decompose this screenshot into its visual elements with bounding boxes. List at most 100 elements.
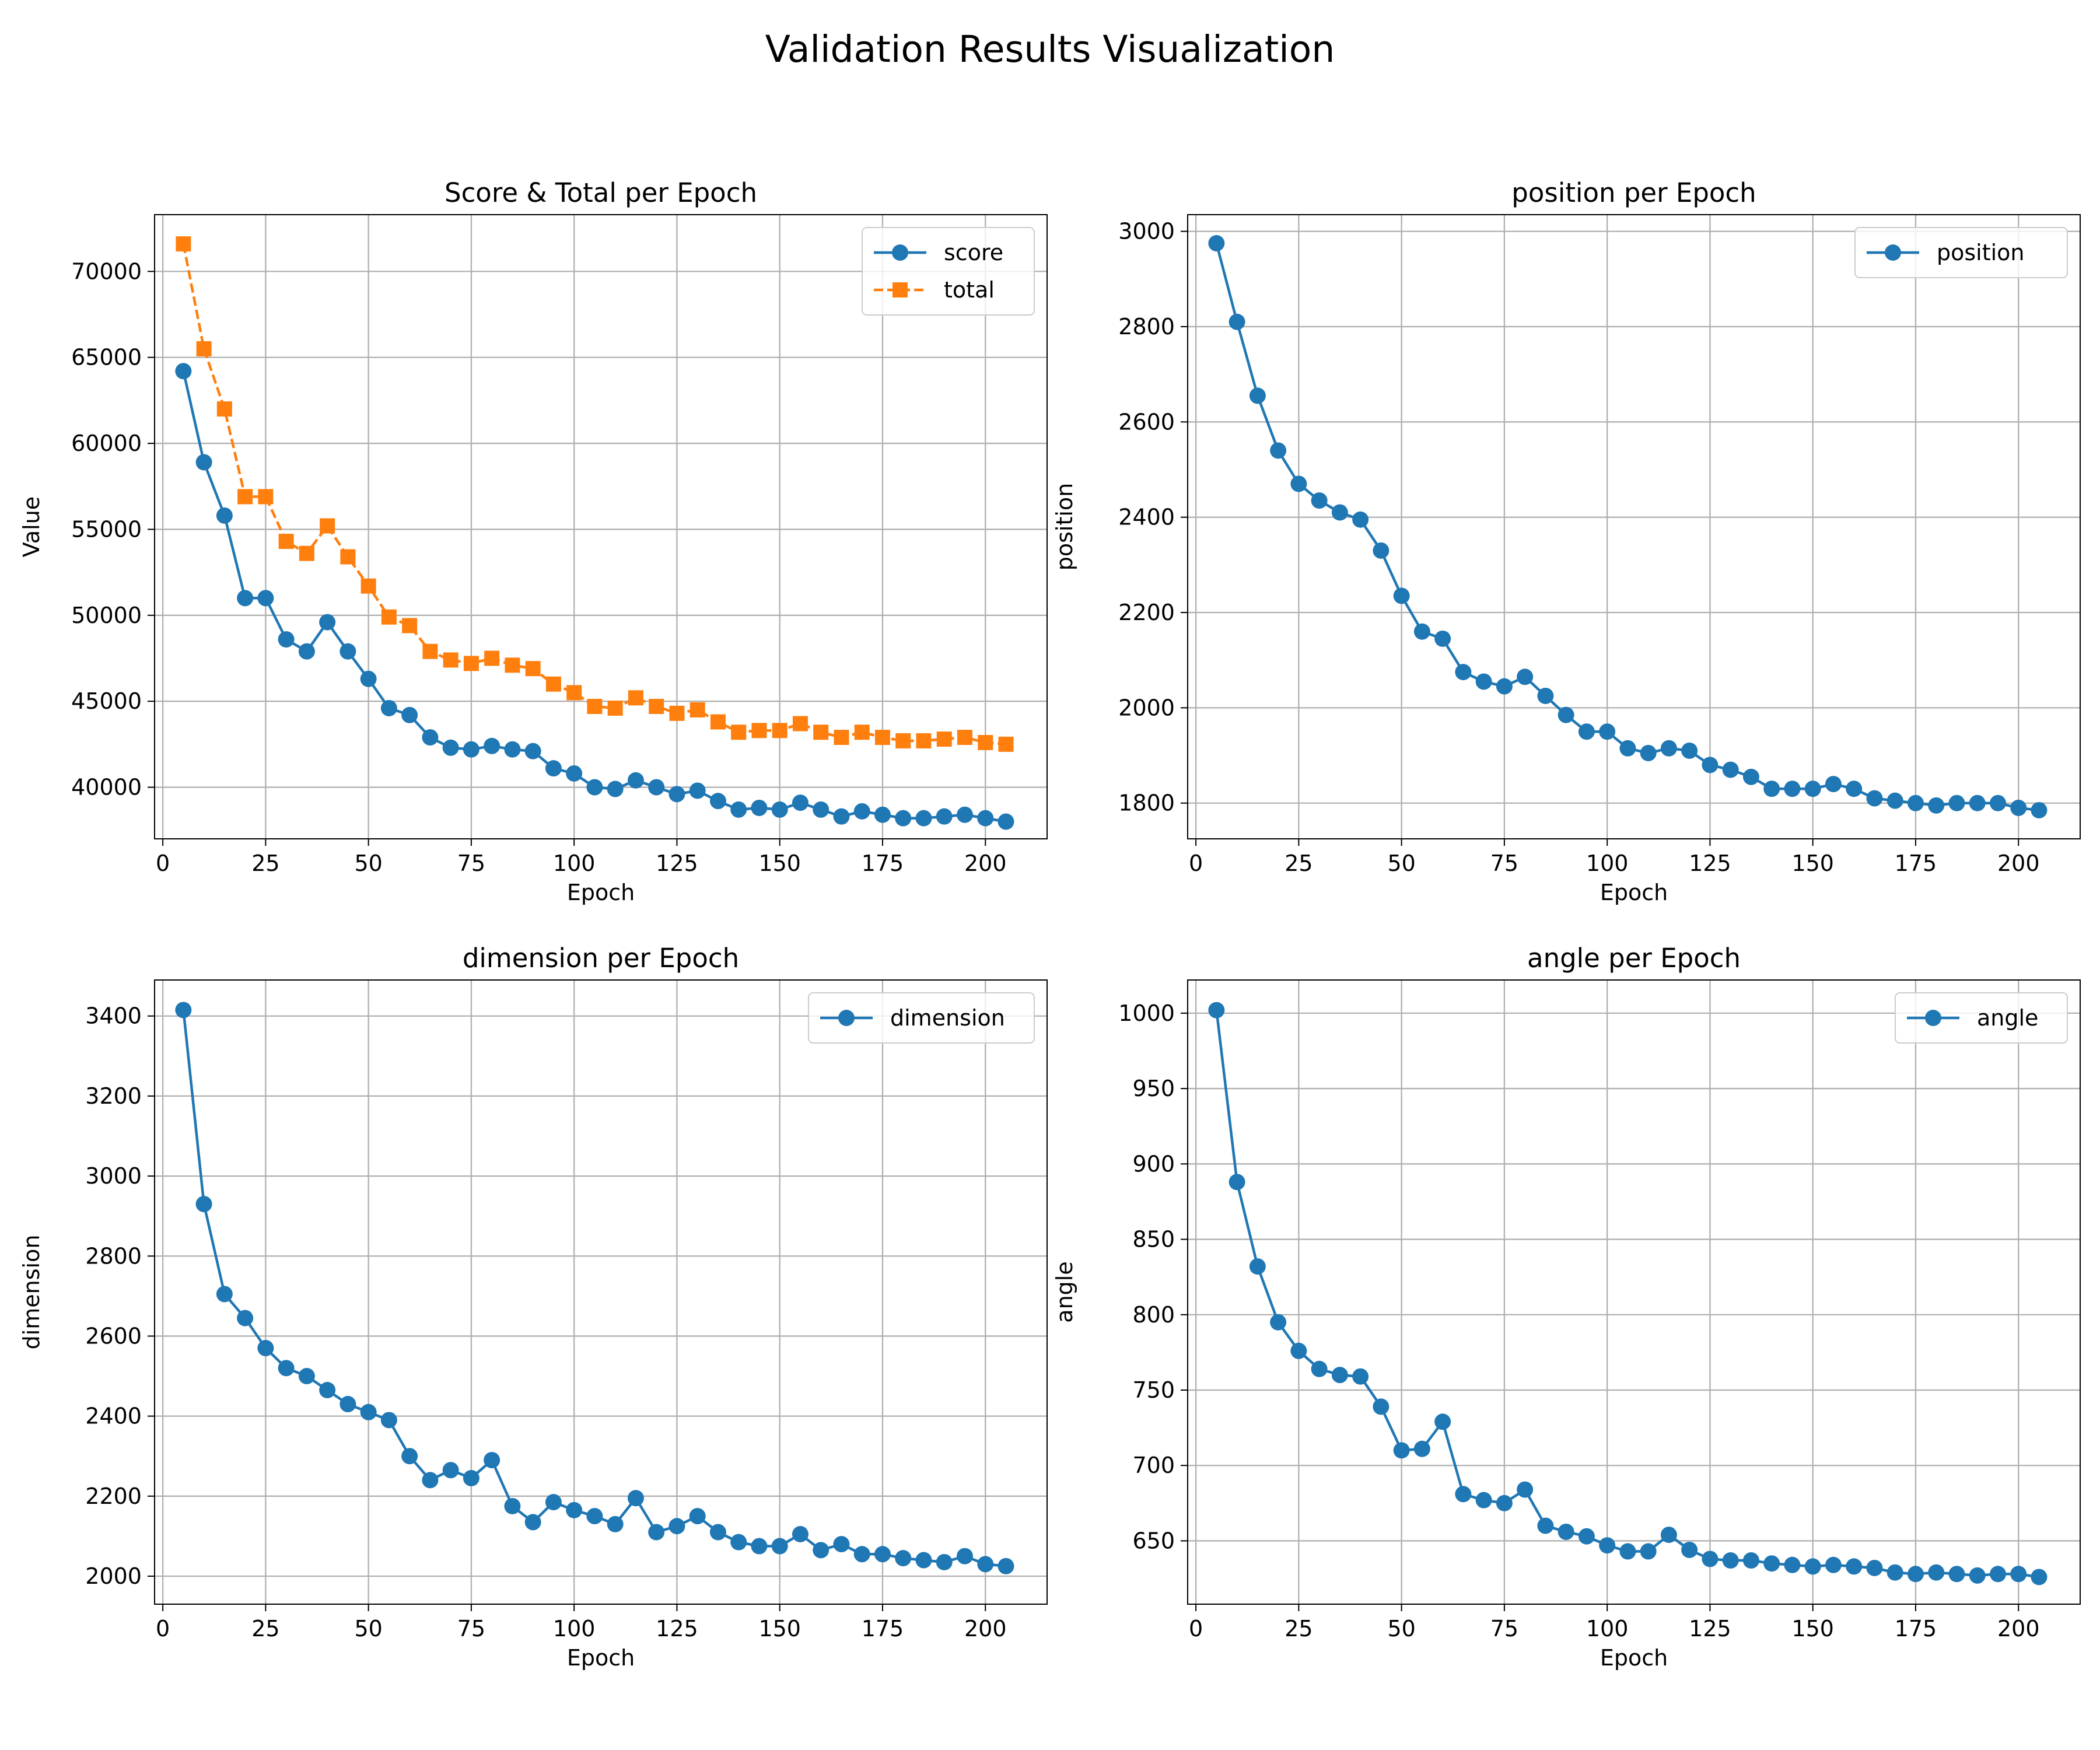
data-point-angle [2031, 1569, 2048, 1586]
data-point-total [525, 661, 541, 677]
data-point-angle [1928, 1564, 1945, 1581]
y-tick-label: 800 [1132, 1302, 1175, 1328]
data-point-angle [2010, 1566, 2027, 1583]
data-point-total [340, 549, 356, 565]
data-point-angle [1825, 1556, 1842, 1573]
data-point-total [628, 690, 643, 706]
data-point-angle [1537, 1517, 1554, 1534]
data-point-angle [1208, 1002, 1225, 1019]
data-point-angle [1517, 1481, 1534, 1498]
data-point-dimension [586, 1508, 603, 1525]
data-point-score [853, 803, 870, 820]
data-point-position [1969, 794, 1986, 811]
data-point-position [1373, 542, 1390, 559]
y-tick-label: 3000 [85, 1163, 142, 1189]
x-tick-label: 200 [964, 1616, 1007, 1642]
data-point-total [874, 730, 890, 746]
data-point-position [1702, 757, 1718, 774]
x-tick-label: 75 [457, 1616, 485, 1642]
data-point-score [319, 614, 336, 631]
data-point-total [936, 732, 952, 747]
y-tick-label: 2800 [85, 1243, 142, 1269]
chart-panel-2: 0 25 50 75 100 125 150 175 200 1800 2000 2200 2400 26… [1052, 177, 2081, 905]
data-point-angle [1599, 1537, 1616, 1554]
chart-panel-4: 0 25 50 75 100 125 150 175 200 650 700 750 800 850 900… [1052, 943, 2081, 1671]
y-axis-label: angle [1052, 1261, 1077, 1322]
data-point-score [360, 670, 377, 687]
y-tick-label: 50000 [71, 603, 142, 628]
data-point-dimension [257, 1340, 274, 1357]
data-point-position [1866, 790, 1883, 807]
data-point-position [1599, 723, 1616, 740]
chart-title: dimension per Epoch [463, 943, 739, 974]
data-point-position [1763, 780, 1780, 797]
data-point-score [298, 643, 315, 660]
data-point-position [1249, 387, 1266, 404]
data-point-position [1537, 687, 1554, 704]
data-point-position [1784, 780, 1801, 797]
y-tick-label: 70000 [71, 258, 142, 284]
data-point-score [895, 810, 912, 827]
x-tick-label: 100 [553, 850, 596, 876]
data-point-angle [1742, 1552, 1759, 1569]
data-point-score [813, 801, 830, 818]
data-point-position [1311, 492, 1328, 509]
data-point-total [957, 730, 972, 746]
data-point-score [648, 779, 665, 796]
data-point-dimension [956, 1548, 973, 1564]
data-point-score [956, 806, 973, 823]
y-tick-label: 2000 [1118, 695, 1175, 720]
data-point-score [874, 806, 891, 823]
data-point-position [1825, 776, 1842, 793]
data-point-dimension [340, 1396, 356, 1413]
data-point-total [443, 652, 459, 668]
data-point-dimension [874, 1546, 891, 1563]
y-tick-label: 2200 [1118, 600, 1175, 625]
data-point-total [772, 723, 788, 738]
legend-label-angle: angle [1977, 1005, 2038, 1031]
data-point-score [751, 799, 768, 816]
data-point-position [1352, 511, 1369, 528]
legend-label-score: score [944, 240, 1003, 265]
legend: angle [1895, 992, 2068, 1044]
data-point-dimension [648, 1524, 665, 1541]
data-point-total [607, 700, 623, 716]
data-point-dimension [442, 1462, 459, 1479]
data-point-position [1928, 797, 1945, 814]
panels: 0 25 50 75 100 125 150 175 200400004500050000550… [19, 177, 2081, 1671]
chart-title: position per Epoch [1511, 177, 1756, 208]
y-tick-label: 2200 [85, 1483, 142, 1509]
x-tick-label: 200 [1997, 850, 2040, 876]
legend-label-position: position [1937, 240, 2025, 265]
data-point-dimension [484, 1452, 501, 1469]
data-point-dimension [853, 1546, 870, 1563]
data-point-position [1989, 794, 2006, 811]
y-tick-label: 3200 [85, 1083, 142, 1109]
x-tick-label: 50 [1387, 850, 1415, 876]
data-point-total [505, 657, 520, 673]
axes-frame [154, 214, 1048, 839]
data-point-dimension [524, 1514, 541, 1531]
data-point-angle [1413, 1440, 1430, 1457]
figure-title: Validation Results Visualization [765, 28, 1335, 71]
legend: dimension [808, 992, 1035, 1044]
data-point-angle [1702, 1550, 1718, 1567]
data-point-total [710, 714, 726, 730]
data-point-dimension [237, 1310, 254, 1326]
x-tick-label: 100 [1586, 1616, 1629, 1642]
data-point-angle [1496, 1494, 1513, 1511]
data-point-total [916, 733, 932, 748]
data-point-score [627, 772, 644, 789]
x-tick-label: 150 [758, 1616, 801, 1642]
axes-frame [1187, 214, 2081, 839]
y-axis-label: position [1052, 483, 1077, 571]
data-point-dimension [977, 1556, 994, 1573]
data-point-total [237, 489, 253, 505]
data-point-position [2010, 799, 2027, 816]
x-tick-label: 125 [1689, 1616, 1731, 1642]
data-point-angle [1331, 1367, 1348, 1384]
data-point-angle [1804, 1558, 1821, 1575]
y-tick-label: 2400 [85, 1404, 142, 1429]
y-tick-label: 40000 [71, 775, 142, 800]
data-point-score [709, 793, 726, 810]
